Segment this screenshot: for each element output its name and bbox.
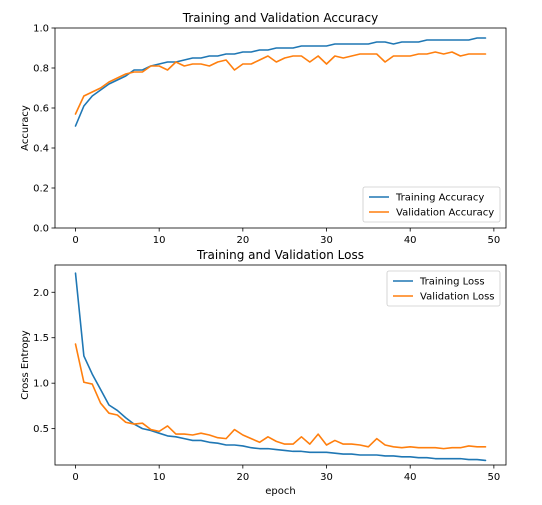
x-tick-label: 10 xyxy=(153,472,166,483)
legend: Training Loss Validation Loss xyxy=(386,270,501,307)
x-tick-label: 10 xyxy=(153,235,166,246)
series-line-validation-loss xyxy=(74,343,487,450)
x-tick-label: 0 xyxy=(72,235,78,246)
x-tick-label: 20 xyxy=(236,472,249,483)
series-line-validation-accuracy xyxy=(74,51,487,115)
y-tick-label: 0.4 xyxy=(33,144,49,155)
y-tick-label: 1.5 xyxy=(33,333,49,344)
series-line-training-accuracy xyxy=(74,37,487,127)
legend-box xyxy=(362,186,501,223)
series-line-training-loss xyxy=(74,272,487,462)
plot-frame xyxy=(54,27,507,229)
x-tick-label: 40 xyxy=(404,235,417,246)
y-tick-label: 0.0 xyxy=(33,224,49,235)
legend-label: Training Accuracy xyxy=(395,193,484,204)
chart-title: Training and Validation Accuracy xyxy=(182,11,378,25)
x-tick-label: 20 xyxy=(236,235,249,246)
plot-frame xyxy=(54,264,507,466)
x-tick-label: 50 xyxy=(488,472,501,483)
y-tick-label: 1.0 xyxy=(33,379,49,390)
x-tick-label: 0 xyxy=(72,472,78,483)
legend-label: Validation Loss xyxy=(420,292,495,303)
x-tick-label: 30 xyxy=(320,472,333,483)
legend-label: Validation Accuracy xyxy=(396,208,494,219)
y-tick-label: 2.0 xyxy=(33,288,49,299)
chart-2: Training and Validation Loss 0 10 20 30 40 50 0… xyxy=(20,248,507,497)
chart-title: Training and Validation Loss xyxy=(196,248,364,262)
y-tick-label: 1.0 xyxy=(33,24,49,35)
legend: Training Accuracy Validation Accuracy xyxy=(362,186,501,223)
y-tick-label: 0.5 xyxy=(33,424,49,435)
y-tick-label: 0.8 xyxy=(33,64,49,75)
y-axis-label: Cross Entropy xyxy=(20,330,31,400)
y-tick-label: 0.6 xyxy=(33,104,49,115)
legend-box xyxy=(386,270,501,307)
x-tick-label: 50 xyxy=(488,235,501,246)
y-tick-label: 0.2 xyxy=(33,184,49,195)
x-axis-label: epoch xyxy=(265,486,295,497)
legend-label: Training Loss xyxy=(419,277,485,288)
x-tick-label: 40 xyxy=(404,472,417,483)
chart-1: Training and Validation Accuracy 0 10 20 30 4… xyxy=(20,11,507,246)
y-axis-label: Accuracy xyxy=(20,105,31,151)
x-tick-label: 30 xyxy=(320,235,333,246)
